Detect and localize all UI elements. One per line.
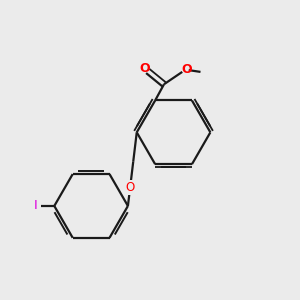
Text: O: O xyxy=(125,181,135,194)
Text: O: O xyxy=(182,63,192,76)
Text: I: I xyxy=(34,200,38,212)
Text: O: O xyxy=(139,62,150,76)
